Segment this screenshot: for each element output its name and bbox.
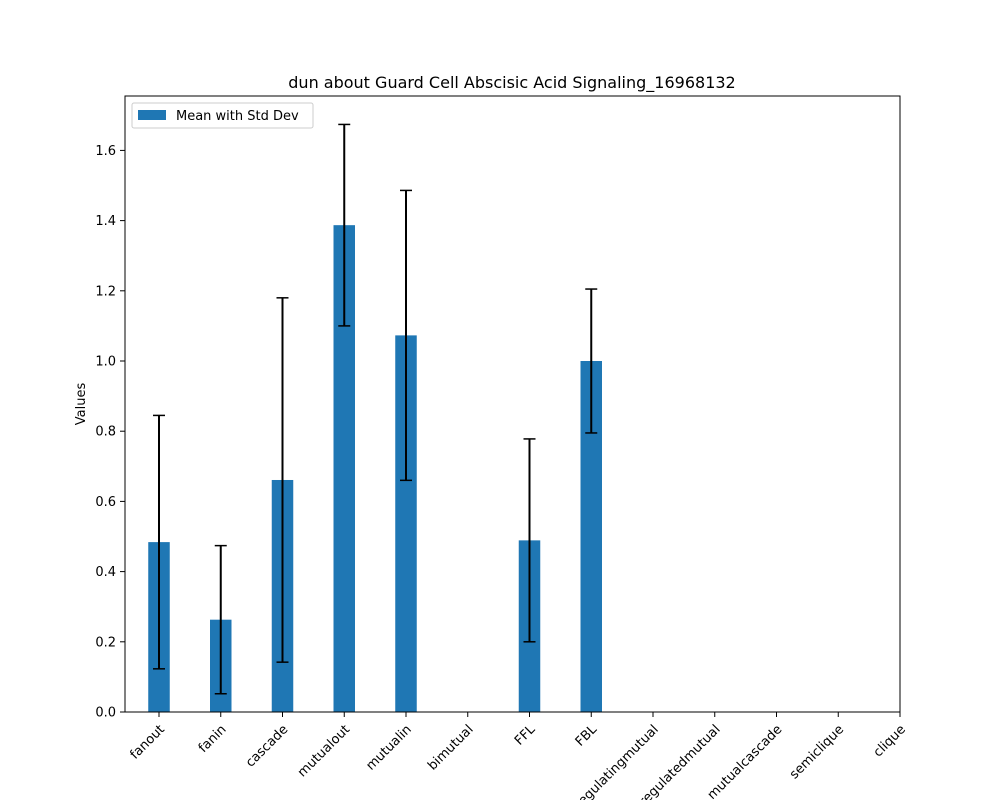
error-bars-group [153,123,598,695]
x-tick-label-fanout: fanout [127,722,167,762]
legend-swatch [138,110,166,120]
legend: Mean with Std Dev [131,102,314,129]
y-tick-label-0.4: 0.4 [95,565,116,580]
x-tick-label-mutualin: mutualin [363,722,414,773]
chart-title: dun about Guard Cell Abscisic Acid Signa… [288,73,735,93]
y-axis-title: Values [74,383,89,426]
x-tick-label-FFL: FFL [512,722,539,749]
y-tick-label-1.4: 1.4 [95,214,116,229]
legend-box [131,102,314,129]
y-axis: 0.0 0.2 0.4 0.6 0.8 1.0 1.2 1.4 1.6 [95,144,125,721]
y-tick-label-0.0: 0.0 [95,706,116,721]
plot-frame [124,95,901,713]
x-tick-label-bimutual: bimutual [425,722,476,773]
x-tick-label-fanin: fanin [196,722,230,756]
y-tick-label-1.2: 1.2 [95,284,116,299]
y-tick-label-1.0: 1.0 [95,355,116,370]
x-tick-label-mutualout: mutualout [295,722,353,780]
legend-label: Mean with Std Dev [176,109,299,124]
y-tick-label-0.8: 0.8 [95,425,116,440]
y-tick-label-1.6: 1.6 [95,144,116,159]
bar-mutualout [333,225,355,713]
x-tick-label-cascade: cascade [243,722,291,770]
bars-group [148,225,602,713]
x-tick-label-semiclique: semiclique [787,722,847,782]
x-axis: fanout fanin cascade mutualout mutualin bimut… [127,712,909,800]
bar-FBL [580,361,602,712]
y-tick-label-0.2: 0.2 [95,635,116,650]
y-tick-label-0.6: 0.6 [95,495,116,510]
bar-mutualin [395,335,417,712]
x-tick-label-FBL: FBL [573,722,601,750]
x-tick-label-clique: clique [871,722,909,760]
